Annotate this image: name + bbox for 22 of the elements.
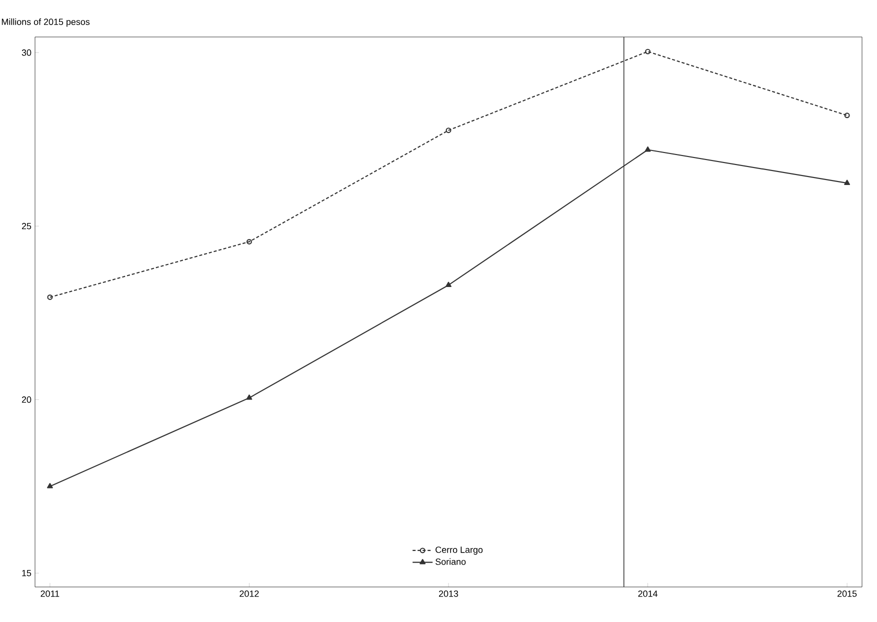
point [446, 282, 452, 288]
point [46, 483, 53, 488]
point [446, 128, 452, 134]
point [645, 48, 651, 54]
point [644, 146, 651, 152]
y-tick-label: 15 [22, 570, 32, 576]
x-tick-label: 2013 [438, 590, 458, 597]
x-tick-label: 2014 [638, 590, 658, 597]
point [844, 180, 850, 186]
x-tick-label: 2015 [838, 590, 857, 597]
legend-label: Soriano [436, 558, 466, 565]
x-tick-label: 2011 [40, 590, 60, 597]
point [47, 294, 53, 300]
y-tick-label: 30 [22, 49, 32, 56]
point [246, 394, 252, 400]
x-tick-label: 2012 [240, 590, 259, 597]
point [844, 112, 850, 118]
legend-label: Cerro Largo [436, 546, 483, 555]
point [246, 238, 252, 244]
y-tick-label: 25 [22, 222, 32, 230]
y-tick-label: 20 [22, 396, 32, 403]
y-axis-title: Millions of 2015 pesos [2, 18, 90, 27]
